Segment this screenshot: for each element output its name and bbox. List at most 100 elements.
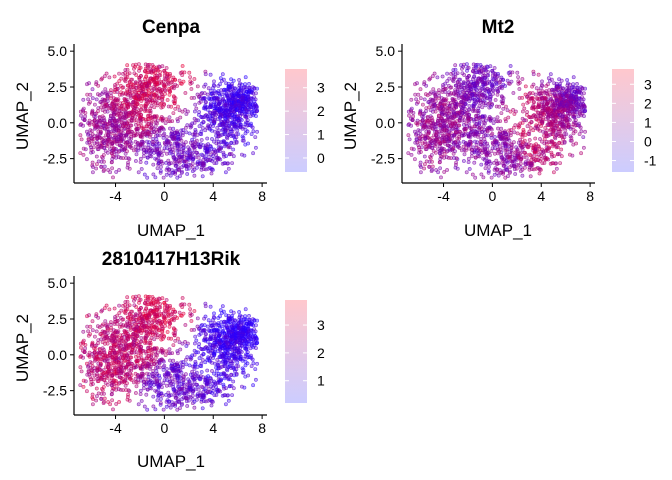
scatter-point (422, 154, 427, 159)
scatter-point (515, 70, 520, 75)
scatter-point (247, 317, 252, 322)
scatter-point (195, 324, 200, 329)
scatter-point (99, 105, 104, 110)
scatter-point (533, 92, 538, 97)
scatter-point (421, 124, 426, 129)
scatter-point (121, 91, 126, 96)
scatter-point (239, 85, 244, 90)
scatter-point (244, 340, 249, 345)
scatter-point (100, 97, 105, 102)
scatter-point (443, 113, 448, 117)
scatter-point (557, 140, 562, 145)
scatter-point (521, 102, 526, 107)
scatter-point (521, 109, 525, 114)
scatter-point (194, 150, 199, 155)
scatter-point (200, 174, 205, 179)
scatter-point (469, 154, 474, 159)
scatter-point (432, 71, 437, 76)
scatter-point (152, 130, 157, 135)
scatter-point (132, 95, 136, 100)
scatter-point (450, 78, 455, 82)
y-tick-label: -2.5 (43, 151, 67, 167)
scatter-point (459, 63, 463, 68)
scatter-point (522, 144, 526, 149)
scatter-point (475, 91, 480, 96)
scatter-point (514, 145, 519, 150)
scatter-point (228, 105, 233, 110)
scatter-point (184, 130, 189, 135)
scatter-point (442, 170, 447, 174)
scatter-point (248, 123, 252, 128)
scatter-point (461, 80, 466, 85)
scatter-point (445, 148, 450, 153)
scatter-point (218, 325, 222, 330)
scatter-point (89, 145, 93, 150)
scatter-point (501, 163, 506, 168)
scatter-point (470, 93, 474, 97)
scatter-point (467, 167, 472, 171)
panel-title: 2810417H13Rik (102, 249, 241, 270)
scatter-point (197, 101, 202, 105)
scatter-point (466, 160, 471, 165)
scatter-point (194, 106, 199, 111)
panel-2810417h13rik: 2810417H13Rik UMAP_1 UMAP_2 -4 0 4 8-2.50.0… (13, 249, 325, 471)
scatter-point (172, 155, 177, 160)
scatter-point (449, 107, 454, 112)
scatter-point (223, 334, 228, 339)
scatter-point (216, 131, 221, 136)
scatter-point (96, 109, 100, 114)
scatter-point (96, 118, 101, 123)
scatter-point (192, 96, 197, 100)
scatter-point (541, 149, 546, 154)
scatter-point (487, 101, 492, 106)
scatter-point (481, 124, 486, 128)
scatter-point (138, 117, 143, 122)
scatter-point (206, 154, 211, 159)
scatter-point (193, 127, 198, 132)
scatter-point (426, 131, 431, 136)
scatter-point (126, 102, 131, 106)
scatter-point (434, 168, 439, 172)
scatter-point (248, 99, 253, 104)
scatter-point (480, 80, 485, 84)
scatter-point (445, 168, 450, 172)
scatter-point (145, 84, 149, 89)
scatter-point (507, 165, 512, 170)
scatter-point (141, 86, 146, 91)
scatter-point (478, 125, 483, 130)
scatter-point (550, 87, 555, 92)
scatter-point (138, 107, 143, 112)
scatter-point (208, 110, 213, 115)
scatter-point (569, 138, 574, 143)
scatter-point (98, 100, 103, 105)
scatter-point (487, 159, 492, 164)
scatter-point (541, 129, 546, 134)
scatter-point (192, 77, 197, 81)
scatter-point (166, 167, 171, 172)
scatter-point (146, 122, 151, 127)
scatter-point (492, 74, 497, 78)
scatter-point (487, 153, 492, 158)
scatter-point (223, 348, 228, 353)
scatter-point (510, 70, 515, 75)
scatter-point (192, 309, 197, 313)
scatter-point (492, 66, 497, 70)
scatter-point (88, 92, 93, 97)
scatter-point (430, 167, 435, 172)
scatter-point (509, 148, 514, 153)
scatter-point (102, 167, 107, 172)
scatter-point (189, 96, 194, 100)
scatter-point (127, 113, 131, 117)
scatter-point (487, 125, 492, 130)
scatter-point (240, 134, 245, 139)
scatter-point (191, 157, 196, 162)
scatter-point (208, 101, 213, 106)
scatter-point (161, 175, 166, 180)
scatter-point (488, 88, 492, 93)
scatter-point (438, 141, 442, 146)
scatter-point (523, 92, 528, 97)
scatter-point (559, 147, 564, 152)
scatter-point (202, 91, 207, 96)
scatter-point (506, 174, 510, 179)
scatter-point (238, 313, 242, 318)
